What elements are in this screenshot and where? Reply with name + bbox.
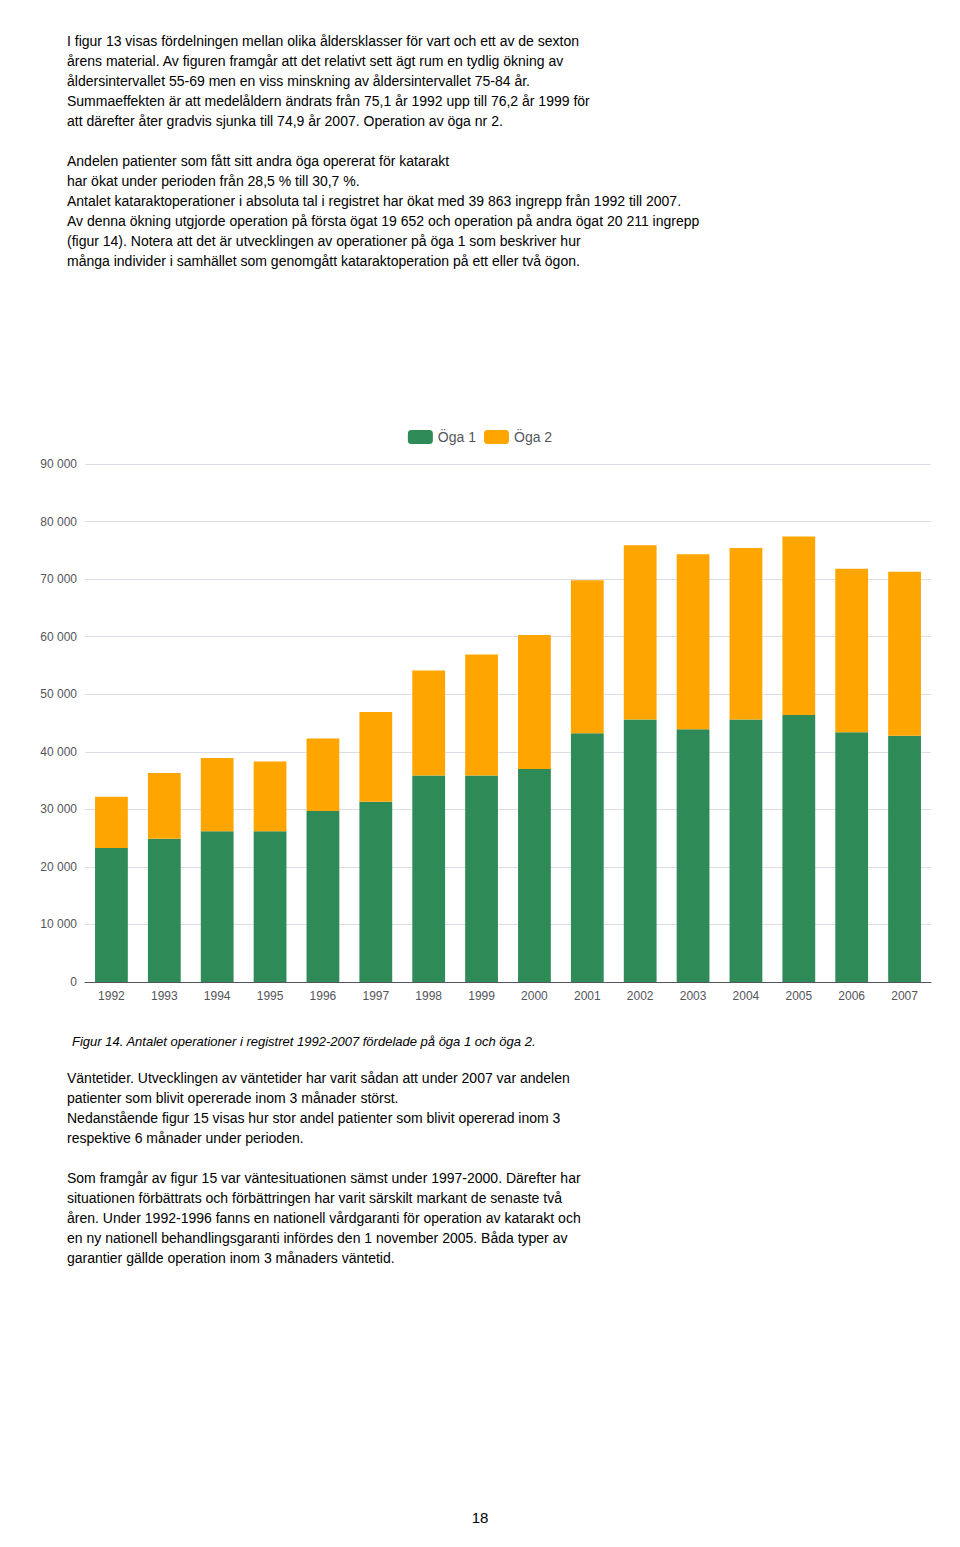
svg-text:situationen förbättrats och fö: situationen förbättrats och förbättringe…: [67, 1190, 562, 1206]
svg-text:Summaeffekten är att medelålde: Summaeffekten är att medelåldern ändrats…: [67, 93, 590, 109]
svg-text:1993: 1993: [151, 989, 178, 1003]
svg-text:Av denna ökning utgjorde opera: Av denna ökning utgjorde operation på fö…: [67, 213, 700, 229]
svg-text:30 000: 30 000: [40, 802, 77, 816]
svg-text:årens material. Av figuren fra: årens material. Av figuren framgår att d…: [67, 53, 563, 69]
svg-text:Andelen patienter som fått sit: Andelen patienter som fått sitt andra ög…: [67, 153, 449, 169]
svg-text:1997: 1997: [362, 989, 389, 1003]
svg-text:10 000: 10 000: [40, 917, 77, 931]
svg-text:har ökat under perioden från 2: har ökat under perioden från 28,5 % till…: [67, 173, 360, 189]
svg-text:Som framgår av figur 15 var vä: Som framgår av figur 15 var väntesituati…: [67, 1170, 581, 1186]
svg-text:20 000: 20 000: [40, 860, 77, 874]
svg-text:2005: 2005: [785, 989, 812, 1003]
svg-text:Öga 1: Öga 1: [438, 428, 476, 445]
svg-text:1992: 1992: [98, 989, 125, 1003]
svg-text:50 000: 50 000: [40, 687, 77, 701]
svg-text:70 000: 70 000: [40, 572, 77, 586]
svg-text:80 000: 80 000: [40, 515, 77, 529]
svg-text:1996: 1996: [310, 989, 337, 1003]
svg-text:patienter som blivit opererade: patienter som blivit opererade inom 3 må…: [67, 1090, 399, 1106]
svg-text:1998: 1998: [415, 989, 442, 1003]
svg-text:2004: 2004: [733, 989, 760, 1003]
svg-text:18: 18: [472, 1509, 489, 1526]
svg-text:1995: 1995: [257, 989, 284, 1003]
svg-text:40 000: 40 000: [40, 745, 77, 759]
svg-text:garantier gällde operation ino: garantier gällde operation inom 3 månade…: [67, 1250, 395, 1266]
svg-text:2000: 2000: [521, 989, 548, 1003]
svg-text:Antalet kataraktoperationer i: Antalet kataraktoperationer i absoluta t…: [67, 193, 681, 209]
svg-text:respektive 6 månader under per: respektive 6 månader under perioden.: [67, 1130, 304, 1146]
svg-text:att därefter åter gradvis sjun: att därefter åter gradvis sjunka till 74…: [67, 113, 503, 129]
svg-text:en ny nationell behandlingsgar: en ny nationell behandlingsgaranti inför…: [67, 1230, 567, 1246]
svg-text:åldersintervallet 55-69 men en: åldersintervallet 55-69 men en viss mins…: [67, 73, 530, 89]
svg-text:åren. Under 1992-1996 fanns en: åren. Under 1992-1996 fanns en nationell…: [67, 1210, 581, 1226]
svg-text:I figur 13 visas fördelningen: I figur 13 visas fördelningen mellan oli…: [67, 33, 579, 49]
svg-text:2007: 2007: [891, 989, 918, 1003]
svg-text:2002: 2002: [627, 989, 654, 1003]
svg-text:0: 0: [70, 975, 77, 989]
svg-text:1994: 1994: [204, 989, 231, 1003]
svg-text:Väntetider. Utvecklingen av vä: Väntetider. Utvecklingen av väntetider h…: [67, 1070, 570, 1086]
svg-text:många individer i samhället so: många individer i samhället som genomgåt…: [67, 253, 580, 269]
svg-text:Figur 14. Antalet operationer: Figur 14. Antalet operationer i registre…: [72, 1034, 536, 1049]
svg-text:2006: 2006: [838, 989, 865, 1003]
svg-text:60 000: 60 000: [40, 630, 77, 644]
svg-text:2003: 2003: [680, 989, 707, 1003]
svg-text:Nedanstående figur 15 visas hu: Nedanstående figur 15 visas hur stor and…: [67, 1110, 561, 1126]
svg-text:1999: 1999: [468, 989, 495, 1003]
svg-text:Öga 2: Öga 2: [514, 428, 552, 445]
svg-text:90 000: 90 000: [40, 457, 77, 471]
svg-text:2001: 2001: [574, 989, 601, 1003]
svg-text:(figur 14). Notera att det är: (figur 14). Notera att det är utveckling…: [67, 233, 581, 249]
